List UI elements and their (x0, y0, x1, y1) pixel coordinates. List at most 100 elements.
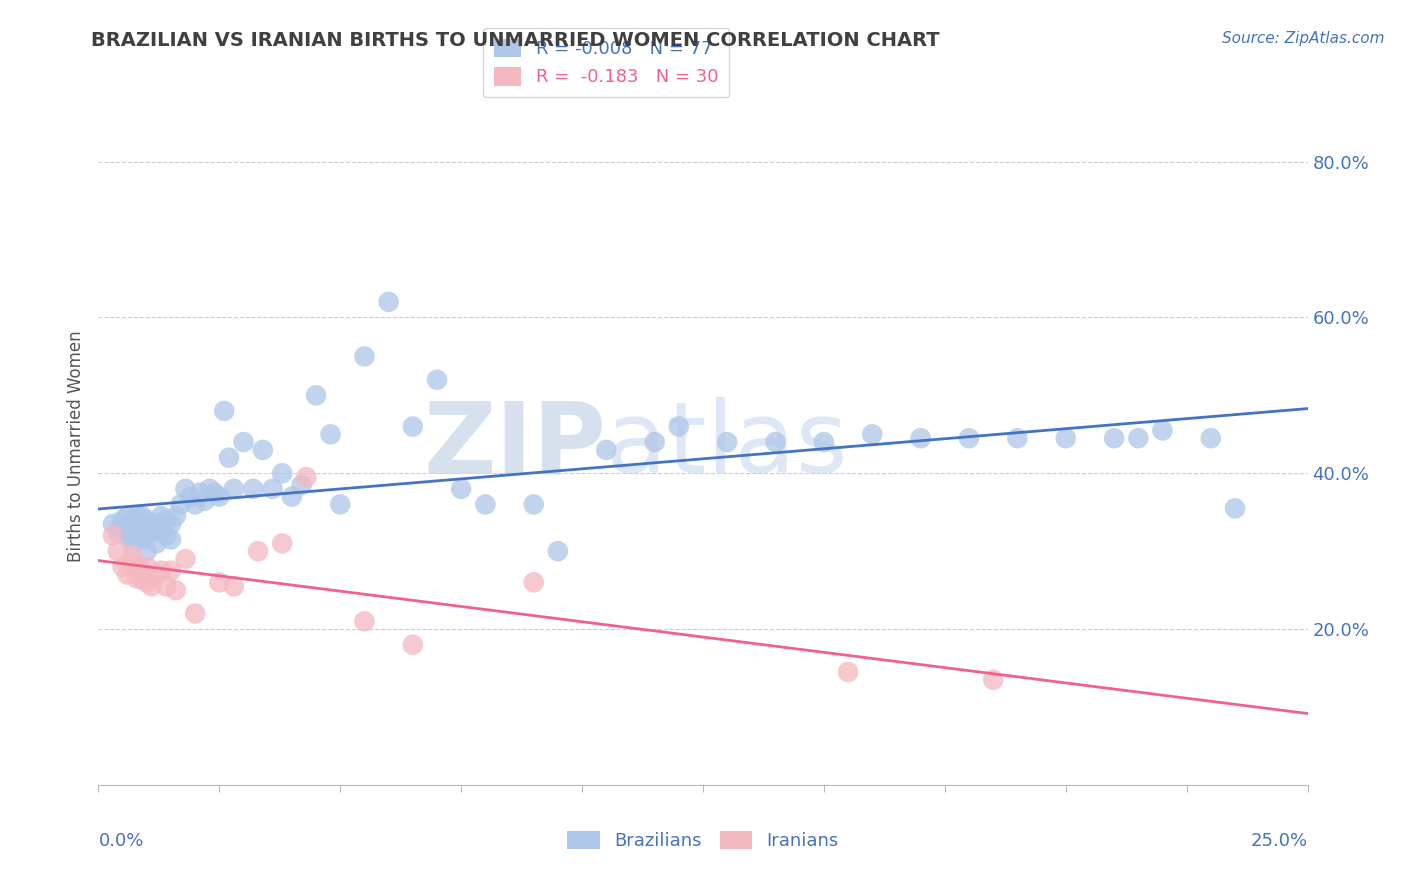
Point (208, 490, 231, 504)
Point (150, 524, 173, 539)
Point (131, 533, 153, 547)
Point (295, 470, 318, 484)
Point (184, 498, 207, 512)
Point (402, 638, 425, 652)
Point (141, 524, 163, 539)
Point (155, 513, 177, 527)
Point (1128, 431, 1150, 445)
Point (957, 431, 980, 445)
Point (290, 478, 312, 492)
Point (169, 498, 191, 512)
Point (232, 435, 254, 450)
Point (353, 615, 375, 629)
Point (117, 567, 139, 582)
Point (127, 528, 149, 542)
Point (1223, 501, 1246, 516)
Point (150, 509, 173, 524)
Point (523, 575, 546, 590)
Point (111, 513, 134, 527)
Point (131, 524, 153, 539)
Point (160, 564, 183, 578)
Point (813, 435, 835, 450)
Point (135, 513, 157, 527)
Point (208, 575, 231, 590)
Point (218, 450, 240, 465)
Point (184, 607, 207, 621)
Point (198, 482, 221, 496)
Point (837, 665, 859, 679)
Point (107, 544, 129, 558)
Text: ZIP: ZIP (423, 398, 606, 494)
Point (135, 528, 157, 542)
Text: 0.0%: 0.0% (98, 832, 143, 850)
Point (111, 521, 134, 535)
Point (117, 509, 139, 524)
Point (127, 509, 149, 524)
Point (188, 485, 211, 500)
Point (474, 498, 496, 512)
Point (860, 427, 883, 442)
Point (222, 579, 245, 593)
Point (668, 419, 690, 434)
Point (716, 435, 738, 450)
Point (981, 673, 1004, 687)
Text: 25.0%: 25.0% (1250, 832, 1308, 850)
Point (101, 516, 124, 531)
Point (160, 533, 183, 547)
Point (145, 536, 167, 550)
Point (194, 493, 217, 508)
Point (127, 572, 149, 586)
Point (145, 516, 167, 531)
Text: Source: ZipAtlas.com: Source: ZipAtlas.com (1222, 31, 1385, 46)
Point (111, 559, 134, 574)
Text: atlas: atlas (606, 398, 848, 494)
Point (1199, 431, 1222, 445)
Point (252, 442, 274, 457)
Point (117, 516, 139, 531)
Point (135, 559, 157, 574)
Point (174, 482, 197, 496)
Point (547, 544, 569, 558)
Point (121, 548, 143, 562)
Point (353, 350, 375, 364)
Point (1007, 431, 1029, 445)
Point (271, 467, 294, 481)
Point (117, 528, 139, 542)
Point (131, 564, 153, 578)
Point (121, 556, 143, 570)
Point (155, 528, 177, 542)
Point (271, 536, 294, 550)
Point (121, 528, 143, 542)
Point (101, 528, 124, 542)
Point (141, 516, 163, 531)
Point (135, 544, 157, 558)
Point (305, 388, 328, 402)
Point (127, 559, 149, 574)
Point (131, 572, 153, 586)
Point (242, 482, 264, 496)
Point (212, 404, 235, 418)
Point (402, 419, 425, 434)
Point (910, 431, 932, 445)
Point (426, 373, 449, 387)
Point (160, 516, 183, 531)
Point (523, 498, 546, 512)
Point (329, 498, 352, 512)
Point (204, 485, 226, 500)
Point (450, 482, 472, 496)
Point (135, 575, 157, 590)
Point (1102, 431, 1125, 445)
Point (281, 490, 304, 504)
Point (595, 442, 617, 457)
Point (1152, 424, 1174, 438)
Point (121, 536, 143, 550)
Point (141, 579, 163, 593)
Point (1054, 431, 1077, 445)
Legend: Brazilians, Iranians: Brazilians, Iranians (560, 823, 846, 857)
Point (155, 579, 177, 593)
Point (127, 516, 149, 531)
Point (262, 482, 284, 496)
Point (165, 583, 187, 598)
Point (165, 509, 187, 524)
Point (222, 482, 245, 496)
